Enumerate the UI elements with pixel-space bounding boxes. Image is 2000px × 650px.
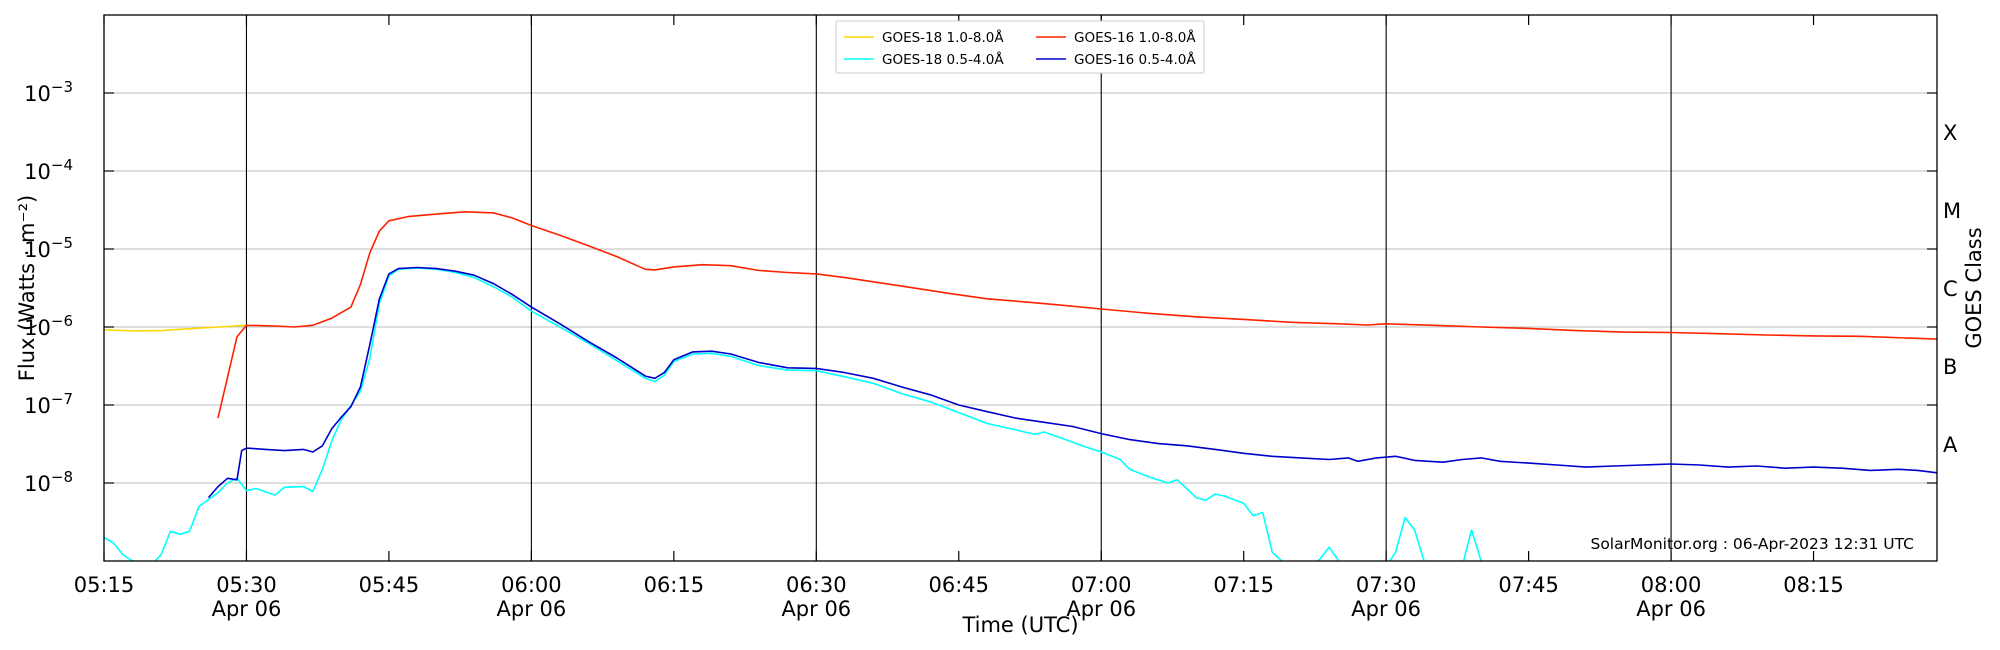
goes-class-label: M — [1943, 199, 1961, 223]
legend-label: GOES-16 0.5-4.0Å — [1074, 51, 1196, 68]
credit-text: SolarMonitor.org : 06-Apr-2023 12:31 UTC — [1590, 535, 1914, 553]
x-tick-label: 08:15 — [1783, 573, 1844, 597]
legend-label: GOES-18 0.5-4.0Å — [882, 51, 1004, 68]
x-tick-label: 07:30 — [1356, 573, 1417, 597]
x-tick-label: 07:45 — [1498, 573, 1559, 597]
y-tick-label: 10−3 — [24, 78, 73, 106]
goes-class-labels: A B C M X — [1943, 121, 1961, 457]
x-tick-date-label: Apr 06 — [1351, 597, 1421, 621]
axis-ticks — [103, 15, 1937, 561]
y-tick-label: 10−4 — [24, 156, 73, 184]
x-tick-label: 07:00 — [1071, 573, 1132, 597]
x-tick-label: 06:15 — [644, 573, 705, 597]
legend-box — [835, 20, 1205, 74]
day-marker-lines — [245, 15, 1672, 561]
plot-frame — [103, 14, 1938, 562]
goes-class-label: X — [1943, 121, 1957, 145]
x-tick-date-label: Apr 06 — [1066, 597, 1136, 621]
grid-lines — [104, 92, 1937, 484]
legend-label: GOES-18 1.0-8.0Å — [882, 29, 1004, 46]
x-tick-date-label: Apr 06 — [1636, 597, 1706, 621]
goes-class-label: C — [1943, 277, 1958, 301]
y-tick-labels: 10−8 10−7 10−6 10−5 10−4 10−3 — [24, 78, 73, 496]
x-tick-label: 06:30 — [786, 573, 847, 597]
x-tick-label: 06:45 — [929, 573, 990, 597]
y-axis-title: Flux (Watts · m⁻²) — [15, 195, 39, 381]
x-tick-label: 05:15 — [74, 573, 135, 597]
goes-class-label: B — [1943, 355, 1957, 379]
goes-class-label: A — [1943, 433, 1958, 457]
series-line-2 — [217, 211, 1937, 419]
x-axis-title: Time (UTC) — [961, 613, 1078, 637]
y-tick-label: 10−7 — [24, 390, 73, 418]
y-tick-label: 10−5 — [24, 234, 73, 262]
x-tick-label: 05:45 — [359, 573, 420, 597]
series-line-0 — [104, 324, 247, 332]
x-tick-label: 06:00 — [501, 573, 562, 597]
y-tick-label: 10−8 — [24, 468, 73, 496]
x-tick-label: 05:30 — [216, 573, 277, 597]
x-tick-date-label: Apr 06 — [212, 597, 282, 621]
x-tick-label: 08:00 — [1641, 573, 1702, 597]
x-tick-date-label: Apr 06 — [497, 597, 567, 621]
x-tick-date-label: Apr 06 — [781, 597, 851, 621]
y-tick-label: 10−6 — [24, 312, 73, 340]
legend: GOES-18 1.0-8.0Å GOES-18 0.5-4.0Å GOES-16 … — [835, 20, 1205, 74]
x-tick-label: 07:15 — [1213, 573, 1274, 597]
right-axis-title: GOES Class — [1962, 227, 1986, 348]
legend-label: GOES-16 1.0-8.0Å — [1074, 29, 1196, 46]
series-line-3 — [207, 266, 1937, 499]
